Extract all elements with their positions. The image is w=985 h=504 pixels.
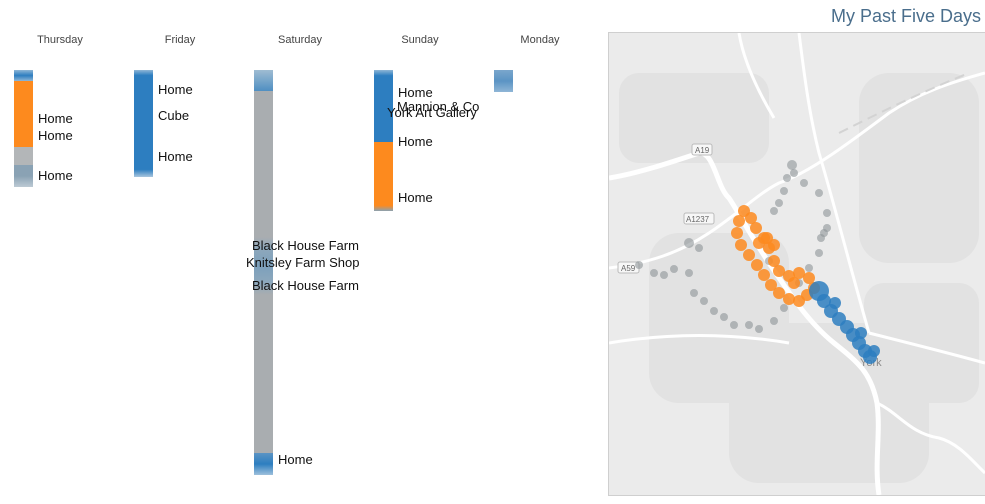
- timeline-segment-home[interactable]: [254, 70, 273, 91]
- map-canvas[interactable]: A19 A1237 A59 York: [609, 33, 985, 495]
- timeline-segment-home[interactable]: [254, 453, 273, 475]
- urban-areas: [619, 73, 979, 483]
- place-label: Home: [38, 111, 73, 126]
- timeline-segment-home[interactable]: [134, 70, 153, 177]
- day-header-sunday: Sunday: [401, 34, 439, 46]
- major-roads: [609, 33, 985, 365]
- place-label: Home: [398, 190, 433, 205]
- place-label: Home: [38, 128, 73, 143]
- place-label: Home: [278, 452, 313, 467]
- day-header-saturday: Saturday: [277, 34, 323, 46]
- road-labels: A19 A1237 A59: [617, 143, 715, 274]
- timeline-segment-home[interactable]: [14, 70, 33, 81]
- road-label-a19: A19: [695, 146, 710, 155]
- day-header-thursday: Thursday: [37, 34, 83, 46]
- place-label: Knitsley Farm Shop: [246, 255, 360, 270]
- page-title: My Past Five Days: [830, 6, 981, 26]
- road-label-a1237: A1237: [686, 215, 710, 224]
- timeline-segment-travel[interactable]: [374, 142, 393, 211]
- place-label: Mannion & Co: [397, 99, 480, 114]
- place-label: Cube: [158, 108, 190, 123]
- day-header-monday: Monday: [520, 34, 560, 46]
- place-label: Home: [158, 82, 193, 97]
- place-label: Home: [398, 134, 433, 149]
- railway: [838, 72, 970, 134]
- timeline-segment-farm[interactable]: [254, 237, 273, 295]
- timeline-segment-home[interactable]: [14, 165, 33, 187]
- timeline-segment-home[interactable]: [494, 70, 513, 92]
- place-label: Home: [158, 149, 193, 164]
- location-map[interactable]: A19 A1237 A59 York: [608, 32, 985, 496]
- road-label-a59: A59: [621, 264, 636, 273]
- place-label: Home: [38, 168, 73, 183]
- day-header-friday: Friday: [164, 34, 196, 46]
- timeline-segment-home[interactable]: [374, 70, 393, 142]
- place-label: York Art Gallery: [387, 105, 477, 120]
- place-label: Home: [398, 85, 433, 100]
- timeline-segment-gray[interactable]: [14, 147, 33, 165]
- timeline-segment-travel[interactable]: [14, 81, 33, 147]
- place-label: Black House Farm: [252, 278, 359, 293]
- place-label: Black House Farm: [252, 238, 359, 253]
- gps-trail-blue: [809, 281, 880, 364]
